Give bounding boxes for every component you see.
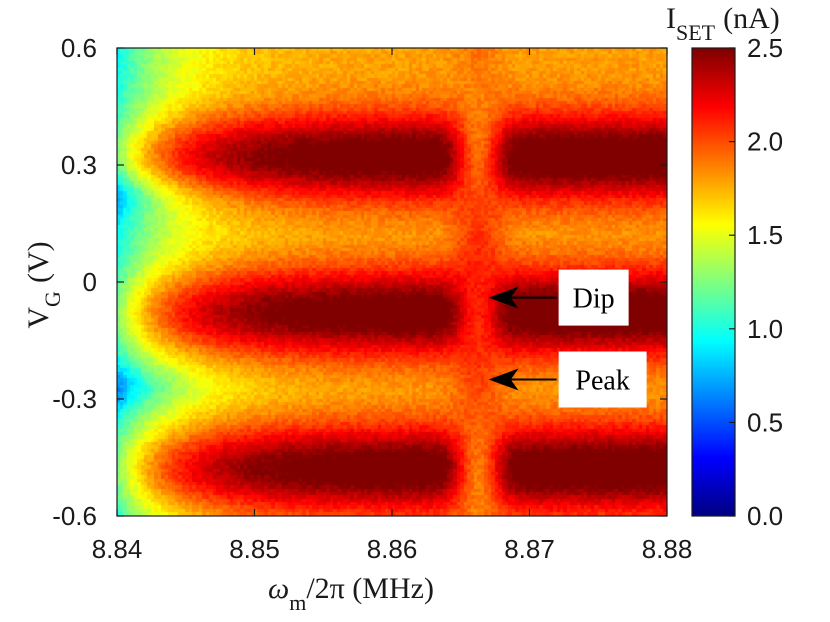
colorbar-label: ISET (nA) — [666, 2, 780, 45]
annotation-label: Dip — [573, 284, 615, 315]
x-tick-label: 8.84 — [92, 534, 143, 564]
x-tick-label: 8.88 — [642, 534, 693, 564]
colorbar-frame — [691, 47, 736, 517]
colorbar-tick-label: 0.5 — [747, 407, 783, 437]
y-tick-label: -0.6 — [52, 501, 97, 531]
annotation-label: Peak — [575, 366, 629, 397]
annotation-arrow-head — [488, 286, 519, 309]
x-axis: 8.84 8.85 8.86 8.87 8.88 — [92, 48, 693, 564]
colorbar-tick-label: 0.0 — [747, 501, 783, 531]
y-axis: 0.6 0.3 0 -0.3 -0.6 — [52, 33, 667, 531]
x-tick-label: 8.85 — [229, 534, 280, 564]
colorbar-tick-label: 2.0 — [747, 127, 783, 157]
colorbar-tick-label: 2.5 — [747, 33, 783, 63]
x-axis-label: ωm/2π (MHz) — [268, 572, 434, 615]
colorbar-axis: 2.5 2.0 1.5 1.0 0.5 0.0 — [729, 33, 783, 531]
y-tick-label: 0.6 — [61, 33, 97, 63]
annotation-arrow-head — [488, 368, 519, 391]
colorbar-tick-label: 1.0 — [747, 314, 783, 344]
y-tick-label: 0 — [83, 267, 97, 297]
x-tick-label: 8.87 — [504, 534, 555, 564]
y-axis-label: VG(V) — [22, 241, 65, 328]
annotation-box — [558, 269, 629, 326]
y-tick-label: -0.3 — [52, 384, 97, 414]
colorbar — [692, 48, 735, 516]
y-tick-label: 0.3 — [61, 150, 97, 180]
colorbar-tick-label: 1.5 — [747, 220, 783, 250]
x-tick-label: 8.86 — [367, 534, 418, 564]
annotation-box — [558, 351, 647, 408]
annotations: Dip Peak — [488, 269, 647, 408]
